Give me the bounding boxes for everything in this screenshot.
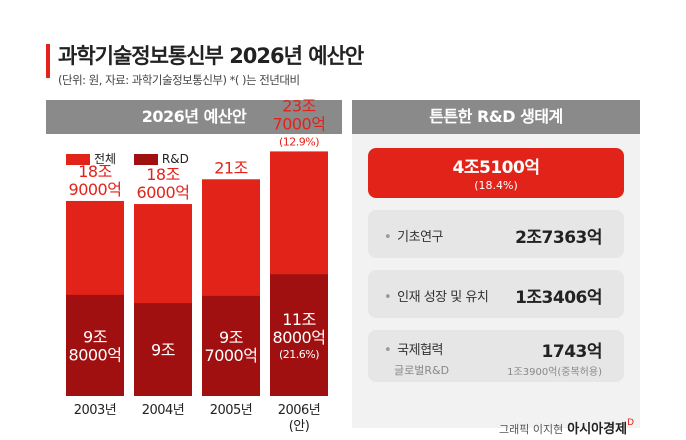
- rd-ecosystem-heading: 튼튼한 R&D 생태계: [352, 100, 640, 134]
- data-label-total: 6000억: [137, 183, 190, 202]
- legend-swatch-total: [66, 154, 90, 165]
- data-label-rd: 8000억: [273, 328, 326, 347]
- x-tick-label: 2004년: [142, 403, 185, 418]
- data-label-total: 7000억: [273, 114, 326, 133]
- breakdown-sub-label: 글로벌R&D: [394, 364, 450, 377]
- bar-rd: [66, 294, 124, 396]
- chart-legend: 전체 R&D: [66, 150, 203, 167]
- bar-rd: [202, 295, 260, 396]
- rd-total-change: (18.4%): [474, 179, 518, 192]
- bar-rd: [134, 303, 192, 396]
- breakdown-card-talent: 인재 성장 및 유치 1조3406억: [368, 270, 624, 318]
- budget-chart-heading: 2026년 예산안: [46, 100, 342, 134]
- breakdown-label: 기초연구: [384, 226, 443, 245]
- rd-total-card: 4조5100억 (18.4%): [368, 148, 624, 198]
- legend-item-total: 전체: [66, 150, 116, 167]
- data-label-rd: 9조: [151, 341, 175, 360]
- page-title: 과학기술정보통신부 2026년 예산안: [58, 44, 364, 68]
- bar-rd: [270, 274, 328, 396]
- data-label-rd: 7000억: [205, 346, 258, 365]
- rd-total-value: 4조5100억: [452, 158, 540, 178]
- x-tick-label: 2006년: [278, 403, 321, 418]
- data-label-rd: 11조: [282, 310, 316, 329]
- page-subtitle: (단위: 원, 자료: 과학기술정보통신부) *( )는 전년대비: [58, 73, 300, 87]
- data-label-total: 18조: [78, 162, 112, 181]
- brand-mark: D: [627, 418, 634, 428]
- data-note-rd: (21.6%): [279, 348, 319, 361]
- data-label-rd: 9조: [83, 327, 107, 346]
- data-label-rd: 9조: [219, 328, 243, 347]
- x-tick-label: 2003년: [74, 403, 117, 418]
- breakdown-value: 2조7363억: [515, 228, 602, 248]
- breakdown-card-basic-research: 기초연구 2조7363억: [368, 210, 624, 258]
- data-label-total: 18조: [146, 165, 180, 184]
- credit-line: 그래픽 이지현 아시아경제D: [499, 418, 634, 437]
- data-label-total: 23조: [282, 96, 316, 115]
- breakdown-value: 1743억: [541, 342, 603, 362]
- data-label-total: 9000억: [69, 180, 122, 199]
- legend-swatch-rd: [133, 154, 158, 165]
- data-label-total: 21조: [214, 158, 248, 177]
- breakdown-label: 인재 성장 및 유치: [384, 286, 489, 305]
- credit-brand: 아시아경제: [567, 422, 628, 437]
- data-note-total: (12.9%): [279, 135, 319, 148]
- data-label-rd: 8000억: [69, 345, 122, 364]
- legend-item-rd: R&D: [133, 152, 189, 166]
- x-tick-sublabel: (안): [289, 419, 310, 434]
- breakdown-card-international: 국제협력 1743억 글로벌R&D 1조3900억(중복허용): [368, 330, 624, 382]
- breakdown-sub-value: 1조3900억(중복허용): [507, 367, 602, 378]
- legend-label-total: 전체: [94, 152, 117, 166]
- breakdown-value: 1조3406억: [515, 288, 602, 308]
- x-tick-label: 2005년: [210, 403, 253, 418]
- legend-label-rd: R&D: [161, 152, 189, 166]
- breakdown-label: 국제협력: [384, 339, 443, 358]
- credit-text: 그래픽 이지현: [499, 423, 564, 436]
- title-accent-bar: [46, 44, 50, 78]
